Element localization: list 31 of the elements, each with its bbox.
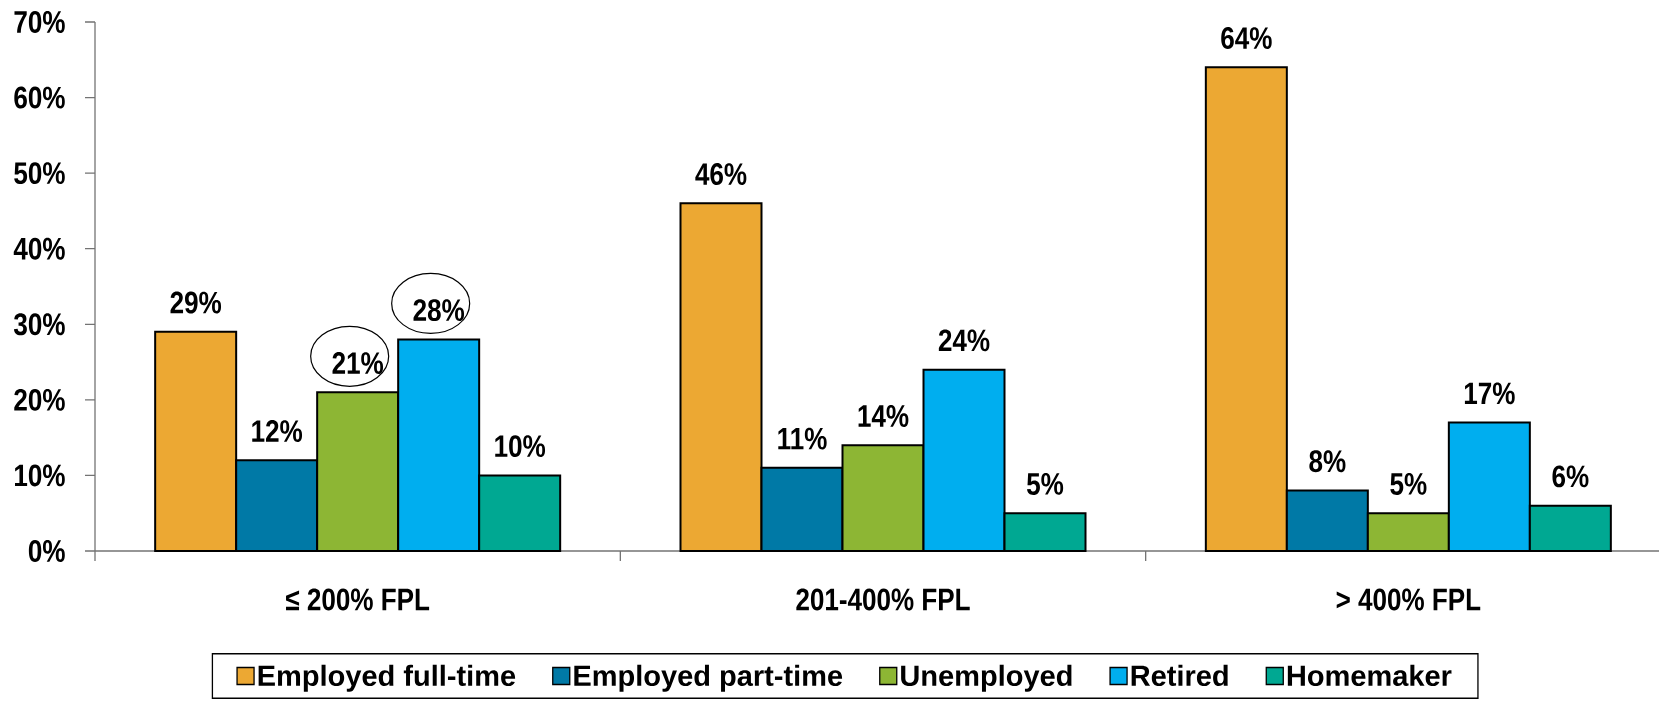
y-tick-label: 10% — [15, 464, 65, 487]
data-label: 28% — [413, 299, 465, 322]
data-label: 5% — [1026, 473, 1064, 495]
data-label: 6% — [1552, 465, 1589, 488]
y-tick-label: 20% — [14, 388, 65, 411]
y-tick-label: 0% — [28, 540, 65, 562]
legend-label: Homemaker — [1287, 664, 1452, 687]
x-tick-label: > 400% FPL — [1336, 588, 1481, 611]
y-tick-label: 30% — [13, 313, 65, 336]
legend-label: Retired — [1131, 664, 1228, 687]
data-label: 8% — [1309, 450, 1346, 473]
data-label: 12% — [252, 420, 303, 442]
data-label: 17% — [1464, 382, 1515, 405]
x-tick-label: ≤ 200% FPL — [286, 588, 430, 611]
data-label: 11% — [778, 427, 827, 450]
legend-label: Unemployed — [901, 664, 1072, 692]
data-label: 10% — [495, 435, 546, 458]
legend-label: Employed part-time — [574, 664, 843, 692]
y-tick-label: 60% — [14, 86, 65, 109]
data-label: 24% — [938, 329, 990, 352]
y-tick-label: 50% — [14, 162, 65, 185]
y-tick-label: 70% — [14, 11, 65, 33]
data-label: 14% — [858, 405, 909, 427]
data-label: 29% — [170, 291, 222, 314]
data-label: 46% — [695, 163, 747, 186]
data-label: 21% — [332, 352, 384, 374]
data-label: 64% — [1221, 27, 1272, 50]
y-tick-label: 40% — [13, 237, 65, 260]
legend-label: Employed full-time — [258, 664, 516, 692]
data-label: 5% — [1390, 473, 1427, 495]
x-tick-label: 201-400% FPL — [796, 588, 970, 611]
